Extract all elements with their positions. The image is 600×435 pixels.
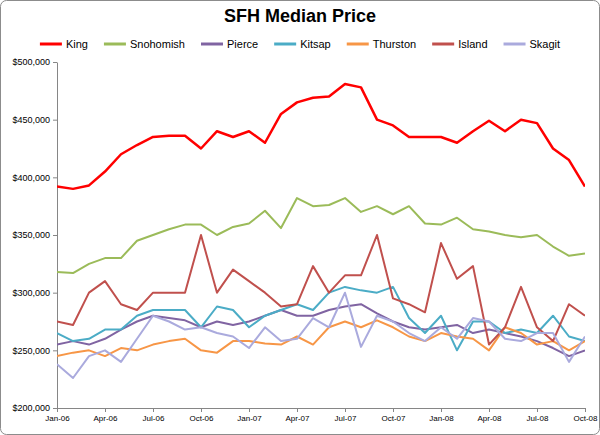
x-tick: Oct-08 <box>573 408 598 423</box>
x-tick-label: Jan-06 <box>45 414 70 423</box>
y-tick-label: $400,000 <box>12 173 50 183</box>
y-tick-mark <box>53 408 57 409</box>
x-tick-mark <box>249 408 250 412</box>
y-tick-label: $250,000 <box>12 346 50 356</box>
y-tick: $300,000 <box>12 288 57 298</box>
x-tick: Jul-08 <box>527 408 549 423</box>
y-tick-label: $500,000 <box>12 57 50 67</box>
legend-label: King <box>66 38 88 50</box>
chart-title: SFH Median Price <box>224 6 376 26</box>
chart-border <box>1 1 600 435</box>
y-tick-mark <box>53 293 57 294</box>
y-tick-label: $350,000 <box>12 230 50 240</box>
legend-item: Skagit <box>504 38 561 50</box>
legend-item: King <box>40 38 88 50</box>
x-tick: Jan-08 <box>429 408 454 423</box>
x-tick-mark <box>585 408 586 412</box>
y-tick-mark <box>53 350 57 351</box>
plot-lines <box>57 84 585 378</box>
x-tick-label: Jul-08 <box>527 414 549 423</box>
x-tick: Apr-06 <box>93 408 118 423</box>
x-tick: Apr-08 <box>477 408 502 423</box>
x-tick-mark <box>201 408 202 412</box>
legend: King Snohomish Pierce Kitsap Thurston Island S… <box>40 38 560 50</box>
y-tick: $200,000 <box>12 403 57 413</box>
legend-item: Island <box>432 38 487 50</box>
legend-label: Thurston <box>373 38 416 50</box>
x-axis: Jan-06 Apr-06 Jul-06 Oct-06 Jan-07 Apr-07 Jul-… <box>45 408 598 423</box>
x-tick-label: Apr-08 <box>477 414 502 423</box>
legend-swatch <box>432 43 454 46</box>
series-line <box>57 293 585 378</box>
legend-swatch <box>504 43 526 46</box>
series-line <box>57 235 585 345</box>
y-tick-label: $450,000 <box>12 115 50 125</box>
y-tick-label: $300,000 <box>12 288 50 298</box>
legend-item: Kitsap <box>274 38 331 50</box>
x-tick-mark <box>441 408 442 412</box>
x-tick: Oct-06 <box>189 408 214 423</box>
x-tick-label: Oct-07 <box>381 414 406 423</box>
x-tick-mark <box>105 408 106 412</box>
x-tick-mark <box>57 408 58 412</box>
y-tick: $450,000 <box>12 115 57 125</box>
x-tick: Jan-07 <box>237 408 262 423</box>
y-tick: $350,000 <box>12 230 57 240</box>
series-line <box>57 304 585 356</box>
x-tick-mark <box>153 408 154 412</box>
x-tick-label: Apr-07 <box>285 414 310 423</box>
legend-item: Snohomish <box>104 38 185 50</box>
y-tick: $400,000 <box>12 173 57 183</box>
x-tick: Oct-07 <box>381 408 406 423</box>
legend-swatch <box>201 43 223 46</box>
legend-label: Snohomish <box>130 38 185 50</box>
x-tick-label: Oct-06 <box>189 414 214 423</box>
legend-swatch <box>40 43 62 46</box>
legend-swatch <box>274 43 296 46</box>
series-line <box>57 198 585 273</box>
x-axis-line <box>58 408 586 409</box>
y-tick-mark <box>53 235 57 236</box>
x-tick: Jan-06 <box>45 408 70 423</box>
y-tick-mark <box>53 177 57 178</box>
legend-item: Pierce <box>201 38 258 50</box>
x-tick: Jul-07 <box>335 408 357 423</box>
x-tick-mark <box>489 408 490 412</box>
x-tick-label: Jul-07 <box>335 414 357 423</box>
legend-swatch <box>347 43 369 46</box>
y-tick: $250,000 <box>12 346 57 356</box>
y-tick: $500,000 <box>12 57 57 67</box>
legend-label: Kitsap <box>300 38 331 50</box>
legend-label: Skagit <box>530 38 561 50</box>
legend-label: Pierce <box>227 38 258 50</box>
x-tick-mark <box>537 408 538 412</box>
x-tick-label: Jan-08 <box>429 414 454 423</box>
x-tick-label: Jul-06 <box>143 414 165 423</box>
x-tick: Jul-06 <box>143 408 165 423</box>
y-tick-label: $200,000 <box>12 403 50 413</box>
chart: SFH Median Price $200,000 $250,000 $300,000… <box>0 0 600 435</box>
legend-label: Island <box>458 38 487 50</box>
x-tick-mark <box>345 408 346 412</box>
series-line <box>57 84 585 189</box>
y-axis: $200,000 $250,000 $300,000 $350,000 $400,000… <box>12 57 57 413</box>
y-tick-mark <box>53 120 57 121</box>
x-tick: Apr-07 <box>285 408 310 423</box>
legend-item: Thurston <box>347 38 416 50</box>
x-tick-label: Oct-08 <box>573 414 598 423</box>
x-tick-label: Jan-07 <box>237 414 262 423</box>
y-tick-mark <box>53 62 57 63</box>
x-tick-label: Apr-06 <box>93 414 118 423</box>
x-tick-mark <box>297 408 298 412</box>
x-tick-mark <box>393 408 394 412</box>
legend-swatch <box>104 43 126 46</box>
